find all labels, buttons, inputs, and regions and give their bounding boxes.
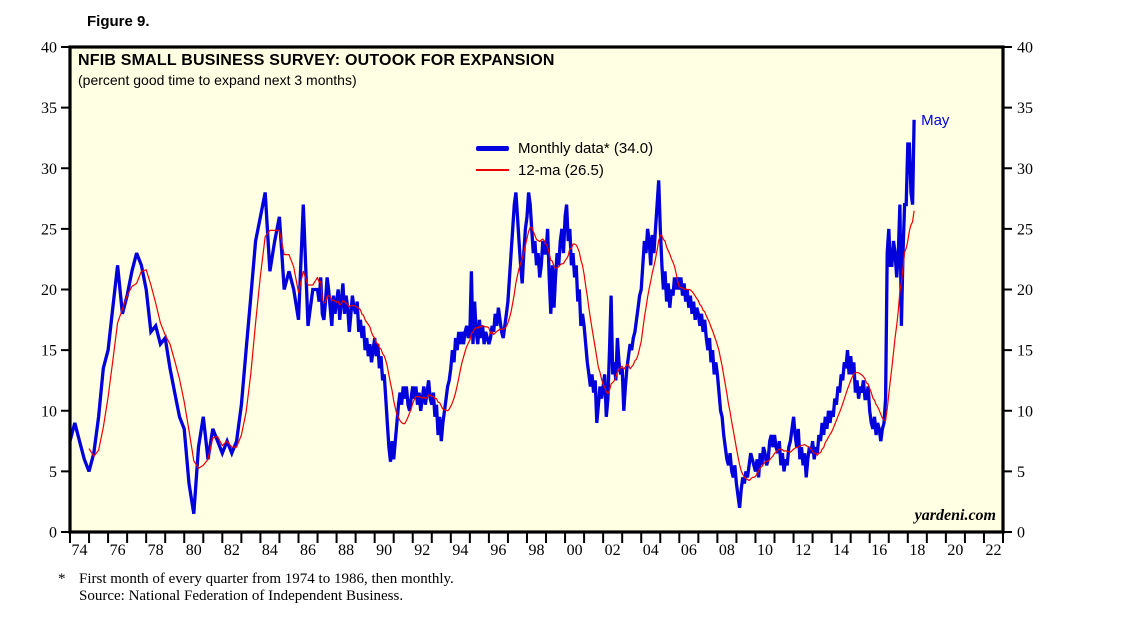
x-axis-tick-label: 80 (186, 542, 202, 559)
footnote: * First month of every quarter from 1974… (58, 571, 454, 604)
legend-item-monthly: Monthly data* (34.0) (476, 137, 653, 159)
moving-average-line-sample (476, 169, 509, 171)
x-axis-tick-label: 86 (300, 542, 316, 559)
x-axis-tick-label: 76 (110, 542, 126, 559)
x-axis-tick-label: 92 (414, 542, 430, 559)
x-axis-tick-label: 74 (72, 542, 88, 559)
chart-subtitle: (percent good time to expand next 3 mont… (78, 72, 357, 88)
x-axis-tick-label: 94 (452, 542, 468, 559)
footnote-marker: * (58, 571, 66, 587)
y-axis-tick-label-left: 40 (41, 40, 57, 57)
x-axis-tick-label: 78 (148, 542, 164, 559)
latest-point-annotation: May (921, 111, 950, 129)
x-axis-tick-label: 84 (262, 542, 278, 559)
y-axis-tick-label-left: 20 (41, 282, 57, 299)
y-axis-tick-label-left: 15 (41, 343, 57, 360)
y-axis-tick-label-left: 10 (41, 403, 57, 420)
plot-area (70, 47, 1003, 532)
legend: Monthly data* (34.0) 12-ma (26.5) (476, 137, 653, 181)
y-axis-tick-label-left: 0 (49, 525, 57, 542)
y-axis-tick-label-right: 10 (1017, 403, 1033, 420)
y-axis-tick-label-left: 25 (41, 221, 57, 238)
x-axis-tick-label: 14 (833, 542, 849, 559)
legend-item-moving-average: 12-ma (26.5) (476, 159, 653, 181)
x-axis-tick-label: 98 (529, 542, 545, 559)
x-axis-tick-label: 82 (224, 542, 240, 559)
x-axis-tick-label: 16 (871, 542, 887, 559)
y-axis-tick-label-right: 20 (1017, 282, 1033, 299)
x-axis-tick-label: 96 (490, 542, 506, 559)
x-axis-tick-label: 20 (947, 542, 963, 559)
x-axis-tick-label: 04 (643, 542, 659, 559)
footnote-line1: First month of every quarter from 1974 t… (79, 571, 454, 587)
y-axis-tick-label-right: 25 (1017, 221, 1033, 238)
branding-yardeni: yardeni.com (914, 507, 996, 524)
legend-label-moving-average: 12-ma (26.5) (518, 161, 604, 179)
x-axis-tick-label: 02 (605, 542, 621, 559)
y-axis-tick-label-right: 15 (1017, 343, 1033, 360)
y-axis-tick-label-right: 40 (1017, 40, 1033, 57)
x-axis-tick-label: 18 (909, 542, 925, 559)
y-axis-tick-label-right: 0 (1017, 525, 1025, 542)
chart-title: NFIB SMALL BUSINESS SURVEY: OUTOOK FOR E… (78, 52, 555, 69)
footnote-line2: Source: National Federation of Independe… (79, 587, 404, 604)
legend-label-monthly: Monthly data* (34.0) (518, 139, 654, 157)
plot-frame (68, 45, 1005, 534)
moving-average-line (88, 210, 915, 482)
x-axis-tick-label: 08 (719, 542, 735, 559)
x-axis-tick-label: 22 (985, 542, 1001, 559)
y-axis-tick-label-left: 30 (41, 161, 57, 178)
monthly-series-line (68, 119, 916, 515)
footnote-text: First month of every quarter from 1974 t… (79, 571, 454, 604)
y-axis-tick-label-left: 35 (41, 100, 57, 117)
x-axis-tick-label: 10 (757, 542, 773, 559)
y-axis-tick-label-right: 30 (1017, 161, 1033, 178)
y-axis-tick-label-right: 35 (1017, 100, 1033, 117)
monthly-series-line-sample (476, 145, 509, 151)
x-axis-tick-label: 12 (795, 542, 811, 559)
x-axis-tick-label: 88 (338, 542, 354, 559)
y-axis-tick-label-left: 5 (49, 464, 57, 481)
y-axis-tick-label-right: 5 (1017, 464, 1025, 481)
x-axis-tick-label: 90 (376, 542, 392, 559)
x-axis-tick-label: 06 (681, 542, 697, 559)
figure-label: Figure 9. (87, 13, 150, 30)
x-axis-tick-label: 00 (567, 542, 583, 559)
